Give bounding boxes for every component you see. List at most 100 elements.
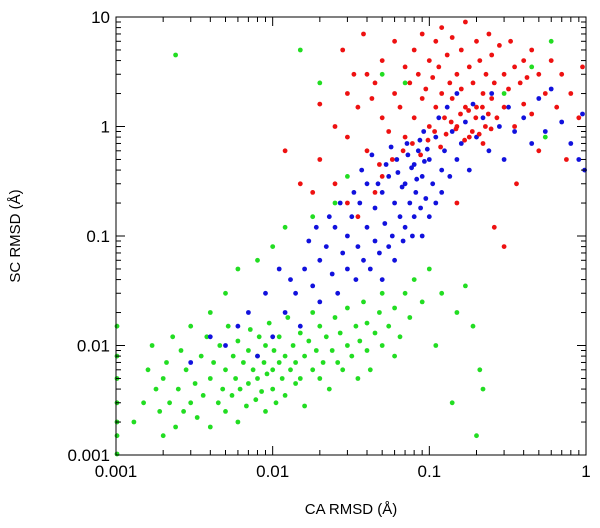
data-point bbox=[402, 64, 408, 70]
data-point bbox=[270, 367, 276, 373]
data-point bbox=[458, 141, 464, 146]
data-point bbox=[554, 104, 560, 110]
data-point bbox=[369, 152, 375, 158]
data-point bbox=[302, 353, 307, 359]
ticks-layer: 0.001 0.01 0.1 1 0.001 0.01 0.1 1 10 bbox=[67, 8, 590, 481]
y-tick-label: 1 bbox=[101, 118, 110, 137]
data-point bbox=[175, 386, 181, 392]
data-point bbox=[237, 386, 243, 392]
data-point bbox=[160, 376, 166, 381]
data-point bbox=[192, 381, 198, 386]
data-point bbox=[310, 214, 316, 220]
data-point bbox=[433, 134, 439, 140]
data-point bbox=[383, 162, 389, 167]
y-tick-label: 10 bbox=[91, 8, 110, 27]
data-point bbox=[345, 266, 350, 272]
data-point bbox=[521, 115, 527, 121]
data-point bbox=[223, 409, 228, 414]
x-tick-label: 0.001 bbox=[95, 462, 138, 481]
data-point bbox=[207, 376, 213, 381]
data-point bbox=[419, 299, 425, 305]
data-point bbox=[458, 86, 464, 92]
data-point bbox=[382, 221, 388, 226]
data-point bbox=[353, 277, 359, 282]
data-point bbox=[345, 174, 350, 179]
data-point bbox=[207, 334, 213, 340]
data-point bbox=[397, 334, 403, 340]
data-point bbox=[310, 190, 316, 195]
data-point bbox=[512, 124, 517, 129]
data-point bbox=[466, 134, 472, 140]
data-point bbox=[153, 386, 159, 392]
data-point bbox=[407, 315, 413, 320]
data-point bbox=[506, 104, 511, 110]
y-tick-label: 0.01 bbox=[77, 337, 110, 356]
data-point bbox=[200, 393, 206, 398]
data-point bbox=[447, 80, 453, 86]
data-point bbox=[282, 224, 288, 230]
data-point bbox=[407, 200, 413, 206]
data-point bbox=[501, 244, 507, 250]
data-point bbox=[426, 124, 432, 129]
data-point bbox=[568, 91, 574, 96]
data-point bbox=[288, 367, 293, 373]
data-point bbox=[542, 91, 548, 96]
data-point bbox=[564, 157, 569, 162]
data-point bbox=[337, 200, 343, 206]
data-point bbox=[411, 214, 417, 220]
data-point bbox=[392, 257, 397, 263]
data-point bbox=[279, 376, 285, 381]
data-point bbox=[293, 290, 298, 296]
x-tick-label: 0.1 bbox=[418, 462, 442, 481]
data-point bbox=[256, 334, 262, 340]
data-point bbox=[386, 174, 392, 179]
data-point bbox=[345, 305, 350, 311]
data-point bbox=[375, 181, 381, 187]
data-point bbox=[453, 126, 459, 132]
data-point bbox=[364, 71, 370, 77]
data-point bbox=[463, 104, 468, 110]
data-point bbox=[559, 71, 565, 77]
data-point bbox=[264, 371, 270, 377]
data-point bbox=[271, 348, 277, 353]
data-point bbox=[443, 131, 449, 137]
data-point bbox=[223, 290, 228, 296]
data-point bbox=[454, 91, 460, 96]
data-point bbox=[410, 141, 415, 146]
data-point bbox=[485, 111, 491, 117]
data-point bbox=[400, 148, 406, 154]
data-point bbox=[273, 400, 279, 406]
data-point bbox=[349, 214, 355, 220]
data-point bbox=[433, 104, 439, 110]
data-point bbox=[536, 71, 542, 77]
data-point bbox=[353, 323, 359, 329]
data-point bbox=[355, 244, 361, 250]
data-point bbox=[255, 353, 260, 359]
data-point bbox=[297, 323, 303, 329]
data-point bbox=[220, 386, 226, 392]
data-point bbox=[357, 200, 363, 206]
data-point bbox=[270, 334, 276, 340]
data-point bbox=[317, 157, 323, 162]
data-point bbox=[506, 86, 511, 92]
data-point bbox=[417, 137, 423, 143]
data-point bbox=[422, 159, 427, 164]
data-point bbox=[439, 25, 445, 30]
data-point bbox=[310, 310, 316, 315]
data-point bbox=[345, 343, 350, 348]
data-point bbox=[379, 115, 385, 121]
data-point bbox=[379, 190, 385, 195]
data-point bbox=[529, 47, 535, 53]
data-point bbox=[302, 266, 307, 272]
data-point bbox=[438, 144, 443, 150]
data-point bbox=[377, 162, 382, 167]
data-point bbox=[454, 200, 460, 206]
data-point bbox=[317, 376, 323, 381]
data-point bbox=[276, 334, 282, 340]
data-point bbox=[404, 141, 410, 146]
data-point bbox=[517, 80, 523, 86]
data-point bbox=[529, 141, 535, 146]
data-point bbox=[364, 348, 370, 353]
data-point bbox=[372, 205, 378, 211]
data-point bbox=[418, 205, 423, 211]
